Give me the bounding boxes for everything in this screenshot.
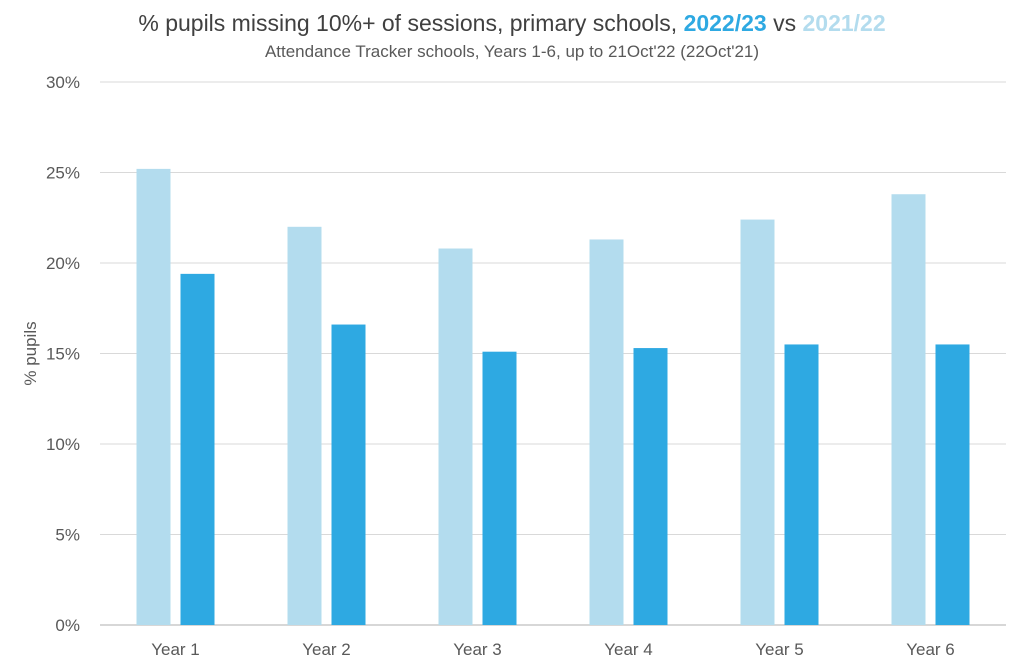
bar-2022-23 xyxy=(935,344,970,625)
y-tick-label: 10% xyxy=(46,435,80,454)
bar-2021-22 xyxy=(740,219,775,625)
bar-2021-22 xyxy=(891,194,926,625)
y-tick-label: 30% xyxy=(46,73,80,92)
bars xyxy=(136,168,970,626)
chart-title-joiner: vs xyxy=(766,10,803,36)
gridlines xyxy=(100,81,1006,626)
y-tick-label: 0% xyxy=(55,616,80,635)
y-tick-label: 20% xyxy=(46,254,80,273)
x-tick-label: Year 6 xyxy=(906,640,955,659)
bar-2022-23 xyxy=(180,273,215,625)
bar-2022-23 xyxy=(633,348,668,625)
bar-2021-22 xyxy=(287,226,322,626)
chart-subtitle: Attendance Tracker schools, Years 1-6, u… xyxy=(264,42,760,61)
x-axis-ticks: Year 1 Year 2 Year 3 Year 4 Year 5 Year 6 xyxy=(151,640,955,659)
chart-title-prefix: % pupils missing 10%+ of sessions, prima… xyxy=(138,10,684,36)
chart-title-current-year: 2022/23 xyxy=(683,10,767,36)
x-tick-label: Year 5 xyxy=(755,640,804,659)
y-tick-label: 25% xyxy=(46,164,80,183)
chart-title-prior-year: 2021/22 xyxy=(802,10,886,36)
x-tick-label: Year 4 xyxy=(604,640,653,659)
bar-2021-22 xyxy=(589,239,624,625)
y-axis-ticks: 0% 5% 10% 15% 20% 25% 30% xyxy=(46,73,80,635)
bar-2022-23 xyxy=(482,351,517,625)
x-tick-label: Year 2 xyxy=(302,640,351,659)
x-tick-label: Year 1 xyxy=(151,640,200,659)
bar-2022-23 xyxy=(331,324,366,625)
y-tick-label: 5% xyxy=(55,526,80,545)
chart-title: % pupils missing 10%+ of sessions, prima… xyxy=(0,10,1024,37)
bar-2022-23 xyxy=(784,344,819,625)
y-axis-title: % pupils xyxy=(21,321,40,385)
x-tick-label: Year 3 xyxy=(453,640,502,659)
bar-2021-22 xyxy=(136,168,171,625)
y-tick-label: 15% xyxy=(46,345,80,364)
bar-2021-22 xyxy=(438,248,473,625)
